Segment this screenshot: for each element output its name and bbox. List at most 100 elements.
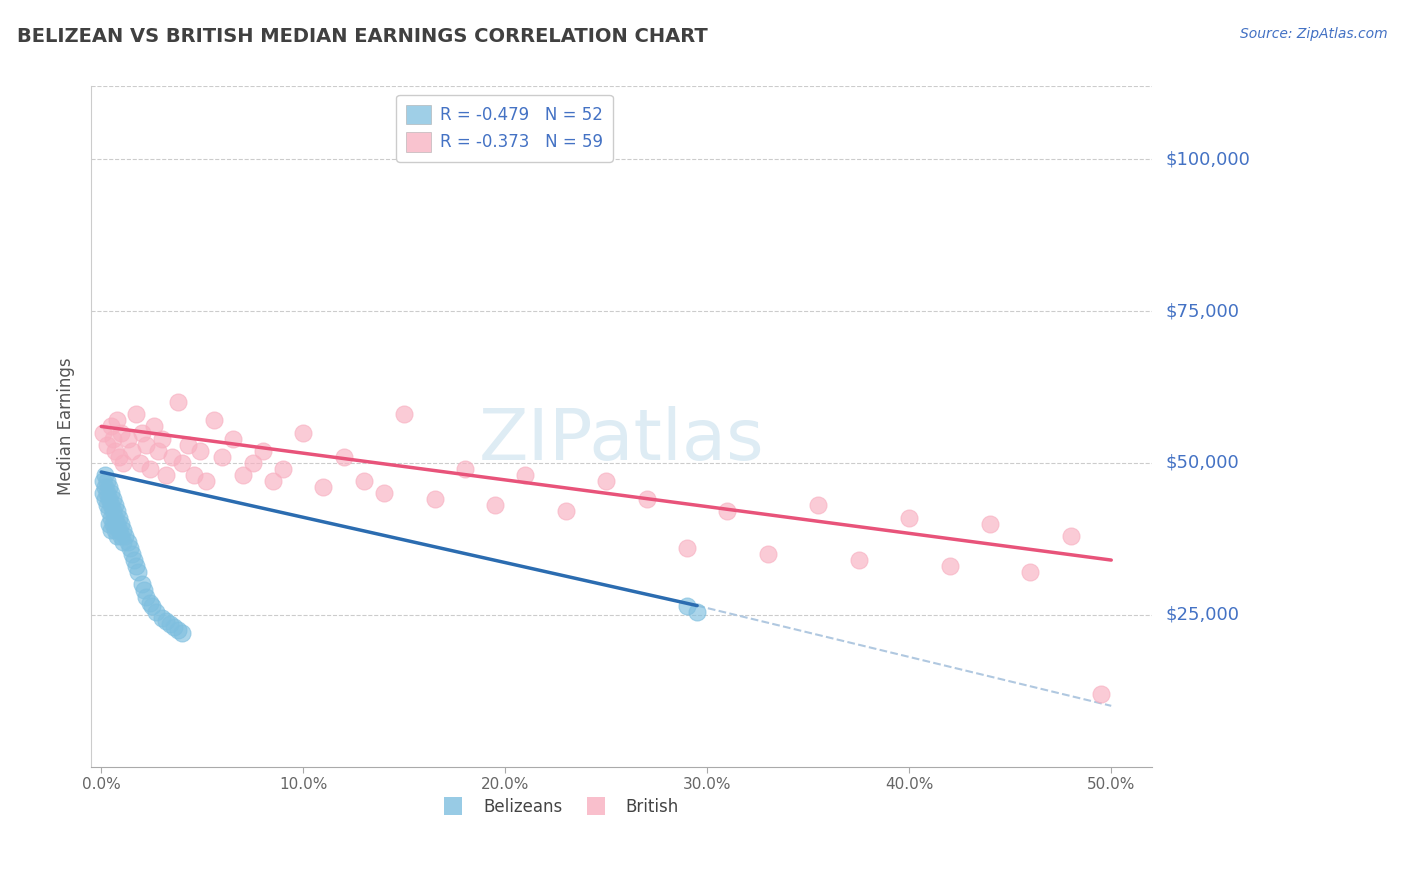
Point bbox=[104, 510, 127, 524]
Point bbox=[96, 438, 118, 452]
Point bbox=[107, 529, 129, 543]
Point bbox=[292, 425, 315, 440]
Point bbox=[211, 450, 233, 464]
Point bbox=[138, 596, 160, 610]
Point bbox=[127, 566, 149, 580]
Point bbox=[160, 450, 183, 464]
Point bbox=[104, 499, 127, 513]
Point bbox=[170, 456, 193, 470]
Point bbox=[150, 432, 173, 446]
Point bbox=[103, 492, 125, 507]
Point bbox=[94, 468, 117, 483]
Point bbox=[195, 474, 218, 488]
Legend: Belizeans, British: Belizeans, British bbox=[430, 791, 686, 822]
Point bbox=[108, 510, 131, 524]
Point bbox=[242, 456, 264, 470]
Point bbox=[756, 547, 779, 561]
Point bbox=[96, 474, 118, 488]
Point bbox=[96, 499, 118, 513]
Point bbox=[100, 486, 122, 500]
Point bbox=[100, 419, 122, 434]
Point bbox=[100, 523, 122, 537]
Point bbox=[117, 432, 139, 446]
Text: $100,000: $100,000 bbox=[1166, 150, 1250, 169]
Point bbox=[898, 510, 921, 524]
Point bbox=[112, 456, 135, 470]
Point bbox=[271, 462, 294, 476]
Point bbox=[107, 413, 129, 427]
Point bbox=[807, 499, 830, 513]
Point bbox=[128, 456, 150, 470]
Point bbox=[150, 611, 173, 625]
Point bbox=[108, 450, 131, 464]
Point bbox=[454, 462, 477, 476]
Point bbox=[108, 523, 131, 537]
Point bbox=[135, 590, 157, 604]
Point bbox=[167, 623, 190, 637]
Point bbox=[676, 541, 699, 555]
Point bbox=[595, 474, 617, 488]
Point bbox=[332, 450, 354, 464]
Point bbox=[183, 468, 205, 483]
Text: $75,000: $75,000 bbox=[1166, 302, 1240, 320]
Point bbox=[138, 462, 160, 476]
Point bbox=[94, 480, 117, 494]
Point bbox=[141, 599, 163, 613]
Point bbox=[122, 553, 145, 567]
Point bbox=[98, 492, 121, 507]
Point bbox=[103, 504, 125, 518]
Point bbox=[232, 468, 254, 483]
Point bbox=[554, 504, 576, 518]
Point bbox=[117, 534, 139, 549]
Point bbox=[98, 504, 121, 518]
Point bbox=[132, 583, 155, 598]
Point bbox=[94, 492, 117, 507]
Point bbox=[104, 443, 127, 458]
Point bbox=[1060, 529, 1083, 543]
Point bbox=[121, 443, 143, 458]
Point bbox=[145, 605, 167, 619]
Point bbox=[221, 432, 243, 446]
Point bbox=[142, 419, 165, 434]
Point bbox=[103, 516, 125, 531]
Point bbox=[177, 438, 200, 452]
Point bbox=[170, 626, 193, 640]
Point bbox=[110, 425, 132, 440]
Point bbox=[262, 474, 284, 488]
Point bbox=[394, 407, 416, 421]
Point bbox=[848, 553, 870, 567]
Point bbox=[118, 541, 141, 555]
Point bbox=[636, 492, 658, 507]
Point bbox=[131, 425, 153, 440]
Point bbox=[100, 499, 122, 513]
Text: Source: ZipAtlas.com: Source: ZipAtlas.com bbox=[1240, 27, 1388, 41]
Point bbox=[100, 510, 122, 524]
Point bbox=[353, 474, 375, 488]
Point bbox=[938, 559, 960, 574]
Point bbox=[146, 443, 169, 458]
Point bbox=[91, 425, 114, 440]
Point bbox=[110, 529, 132, 543]
Point bbox=[252, 443, 274, 458]
Point bbox=[979, 516, 1001, 531]
Point bbox=[91, 486, 114, 500]
Point bbox=[484, 499, 506, 513]
Point bbox=[373, 486, 395, 500]
Point bbox=[124, 559, 146, 574]
Point bbox=[1019, 566, 1042, 580]
Point bbox=[312, 480, 335, 494]
Point bbox=[107, 516, 129, 531]
Point bbox=[98, 480, 121, 494]
Point bbox=[716, 504, 738, 518]
Point bbox=[163, 620, 186, 634]
Point bbox=[515, 468, 537, 483]
Point bbox=[104, 523, 127, 537]
Point bbox=[202, 413, 225, 427]
Point bbox=[110, 516, 132, 531]
Point bbox=[155, 614, 177, 628]
Y-axis label: Median Earnings: Median Earnings bbox=[58, 358, 75, 495]
Point bbox=[686, 605, 709, 619]
Text: $25,000: $25,000 bbox=[1166, 606, 1240, 624]
Text: $50,000: $50,000 bbox=[1166, 454, 1239, 472]
Point bbox=[112, 534, 135, 549]
